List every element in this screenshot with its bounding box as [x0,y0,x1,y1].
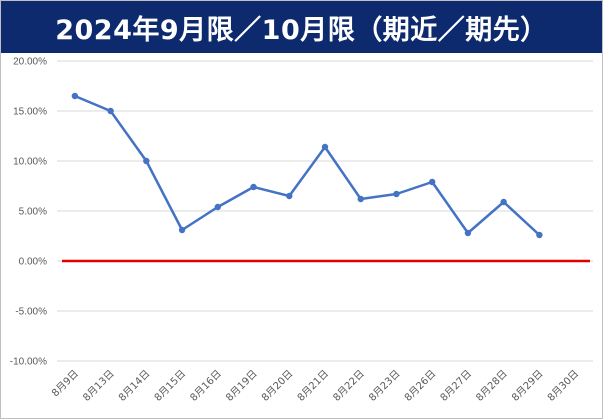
data-point [286,192,293,200]
x-tick-label: 8月16日 [188,368,224,404]
y-tick-label: -5.00% [15,307,47,318]
y-tick-label: -10.00% [10,357,47,368]
data-point [214,203,221,211]
chart-title-bar: 2024年9月限／10月限（期近／期先） [1,1,602,53]
x-tick-label: 8月13日 [81,368,117,404]
data-point [178,226,186,234]
x-tick-label: 8月14日 [116,368,152,404]
y-tick-label: 0.00% [19,257,47,268]
x-tick-label: 8月26日 [402,368,438,404]
chart-title: 2024年9月限／10月限（期近／期先） [55,14,548,46]
data-point [107,107,114,115]
data-point [500,198,507,206]
y-tick-label: 5.00% [19,207,47,218]
y-tick-label: 15.00% [13,107,47,118]
data-point [250,183,257,191]
x-tick-label: 8月22日 [331,368,367,404]
x-tick-label: 8月15日 [152,368,188,404]
x-tick-label: 8月20日 [259,368,295,404]
series-line [74,94,541,236]
data-point [393,190,400,198]
x-tick-label: 8月30日 [545,368,581,404]
data-point [536,231,543,239]
y-tick-label: 10.00% [13,157,47,168]
data-point [464,229,472,237]
x-tick-label: 8月28日 [474,368,510,404]
data-point [321,143,329,151]
data-point [357,195,364,203]
x-tick-label: 8月21日 [295,368,331,404]
x-tick-label: 8月9日 [49,368,81,400]
x-tick-label: 8月23日 [366,368,402,404]
data-point [143,157,150,165]
x-tick-label: 8月19日 [224,368,260,404]
x-tick-label: 8月27日 [438,368,474,404]
data-point [71,92,79,100]
x-tick-label: 8月29日 [509,368,545,404]
data-point [429,178,436,186]
y-tick-label: 20.00% [13,57,47,68]
